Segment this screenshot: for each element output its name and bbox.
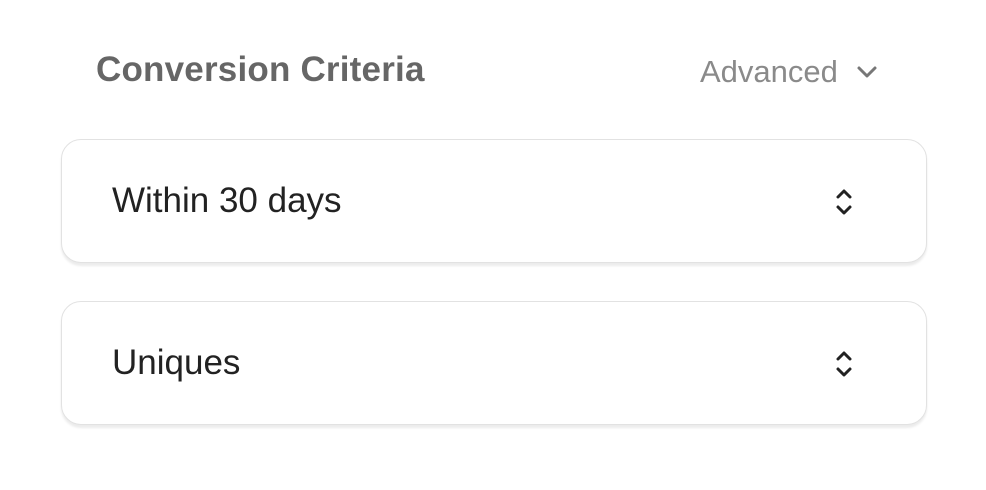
chevron-down-icon	[857, 66, 877, 78]
up-down-chevron-icon	[836, 189, 852, 215]
conversion-window-value: Within 30 days	[112, 181, 342, 220]
count-type-value: Uniques	[112, 343, 241, 382]
advanced-label: Advanced	[700, 54, 838, 89]
count-type-select[interactable]: Uniques	[61, 301, 927, 425]
up-down-chevron-icon	[836, 351, 852, 377]
section-title: Conversion Criteria	[96, 50, 425, 89]
advanced-toggle[interactable]: Advanced	[700, 54, 878, 90]
conversion-window-select[interactable]: Within 30 days	[61, 139, 927, 263]
